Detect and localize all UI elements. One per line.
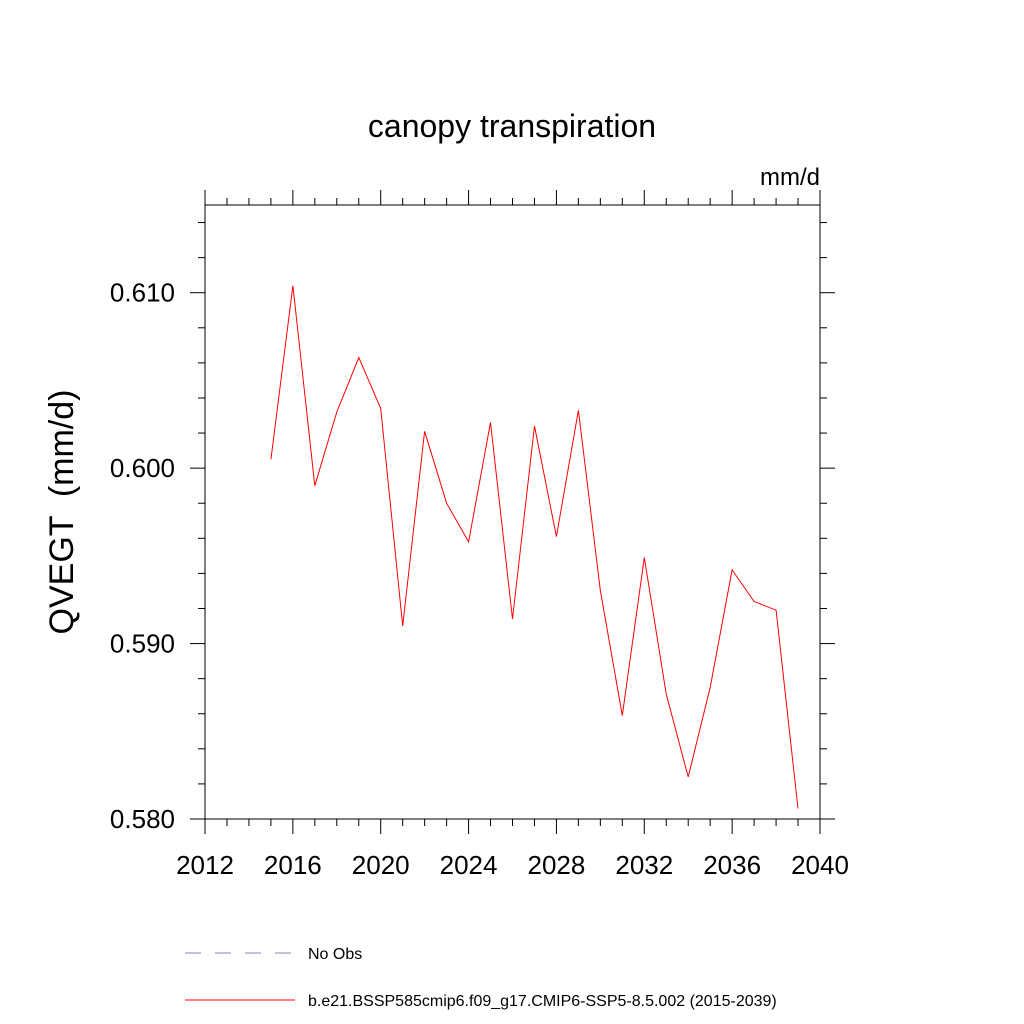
plot-lines	[270, 285, 799, 809]
units-label: mm/d	[760, 164, 820, 191]
y-tick-label: 0.590	[110, 629, 175, 659]
x-tick-label: 2032	[615, 850, 673, 880]
chart-title: canopy transpiration	[368, 108, 656, 144]
x-tick-label: 2040	[791, 850, 849, 880]
x-tick-label: 2016	[264, 850, 322, 880]
y-tick-label: 0.600	[110, 453, 175, 483]
y-tick-label: 0.610	[110, 278, 175, 308]
axes: 2012 2016 2020 2024 2028 2032 2036 2040 0.580 0.5…	[110, 190, 849, 880]
series-line	[270, 285, 799, 809]
legend: No Obs b.e21.BSSP585cmip6.f09_g17.CMIP6-S…	[185, 946, 777, 1010]
plot-frame	[204, 204, 821, 820]
legend-label: No Obs	[308, 946, 362, 963]
x-tick-label: 2024	[440, 850, 498, 880]
y-tick-label: 0.580	[110, 804, 175, 834]
x-tick-label: 2036	[703, 850, 761, 880]
y-axis-label: QVEGT (mm/d)	[43, 390, 81, 635]
x-tick-label: 2012	[176, 850, 234, 880]
x-tick-label: 2020	[352, 850, 410, 880]
x-tick-label: 2028	[528, 850, 586, 880]
legend-label: b.e21.BSSP585cmip6.f09_g17.CMIP6-SSP5-8.…	[308, 993, 777, 1010]
